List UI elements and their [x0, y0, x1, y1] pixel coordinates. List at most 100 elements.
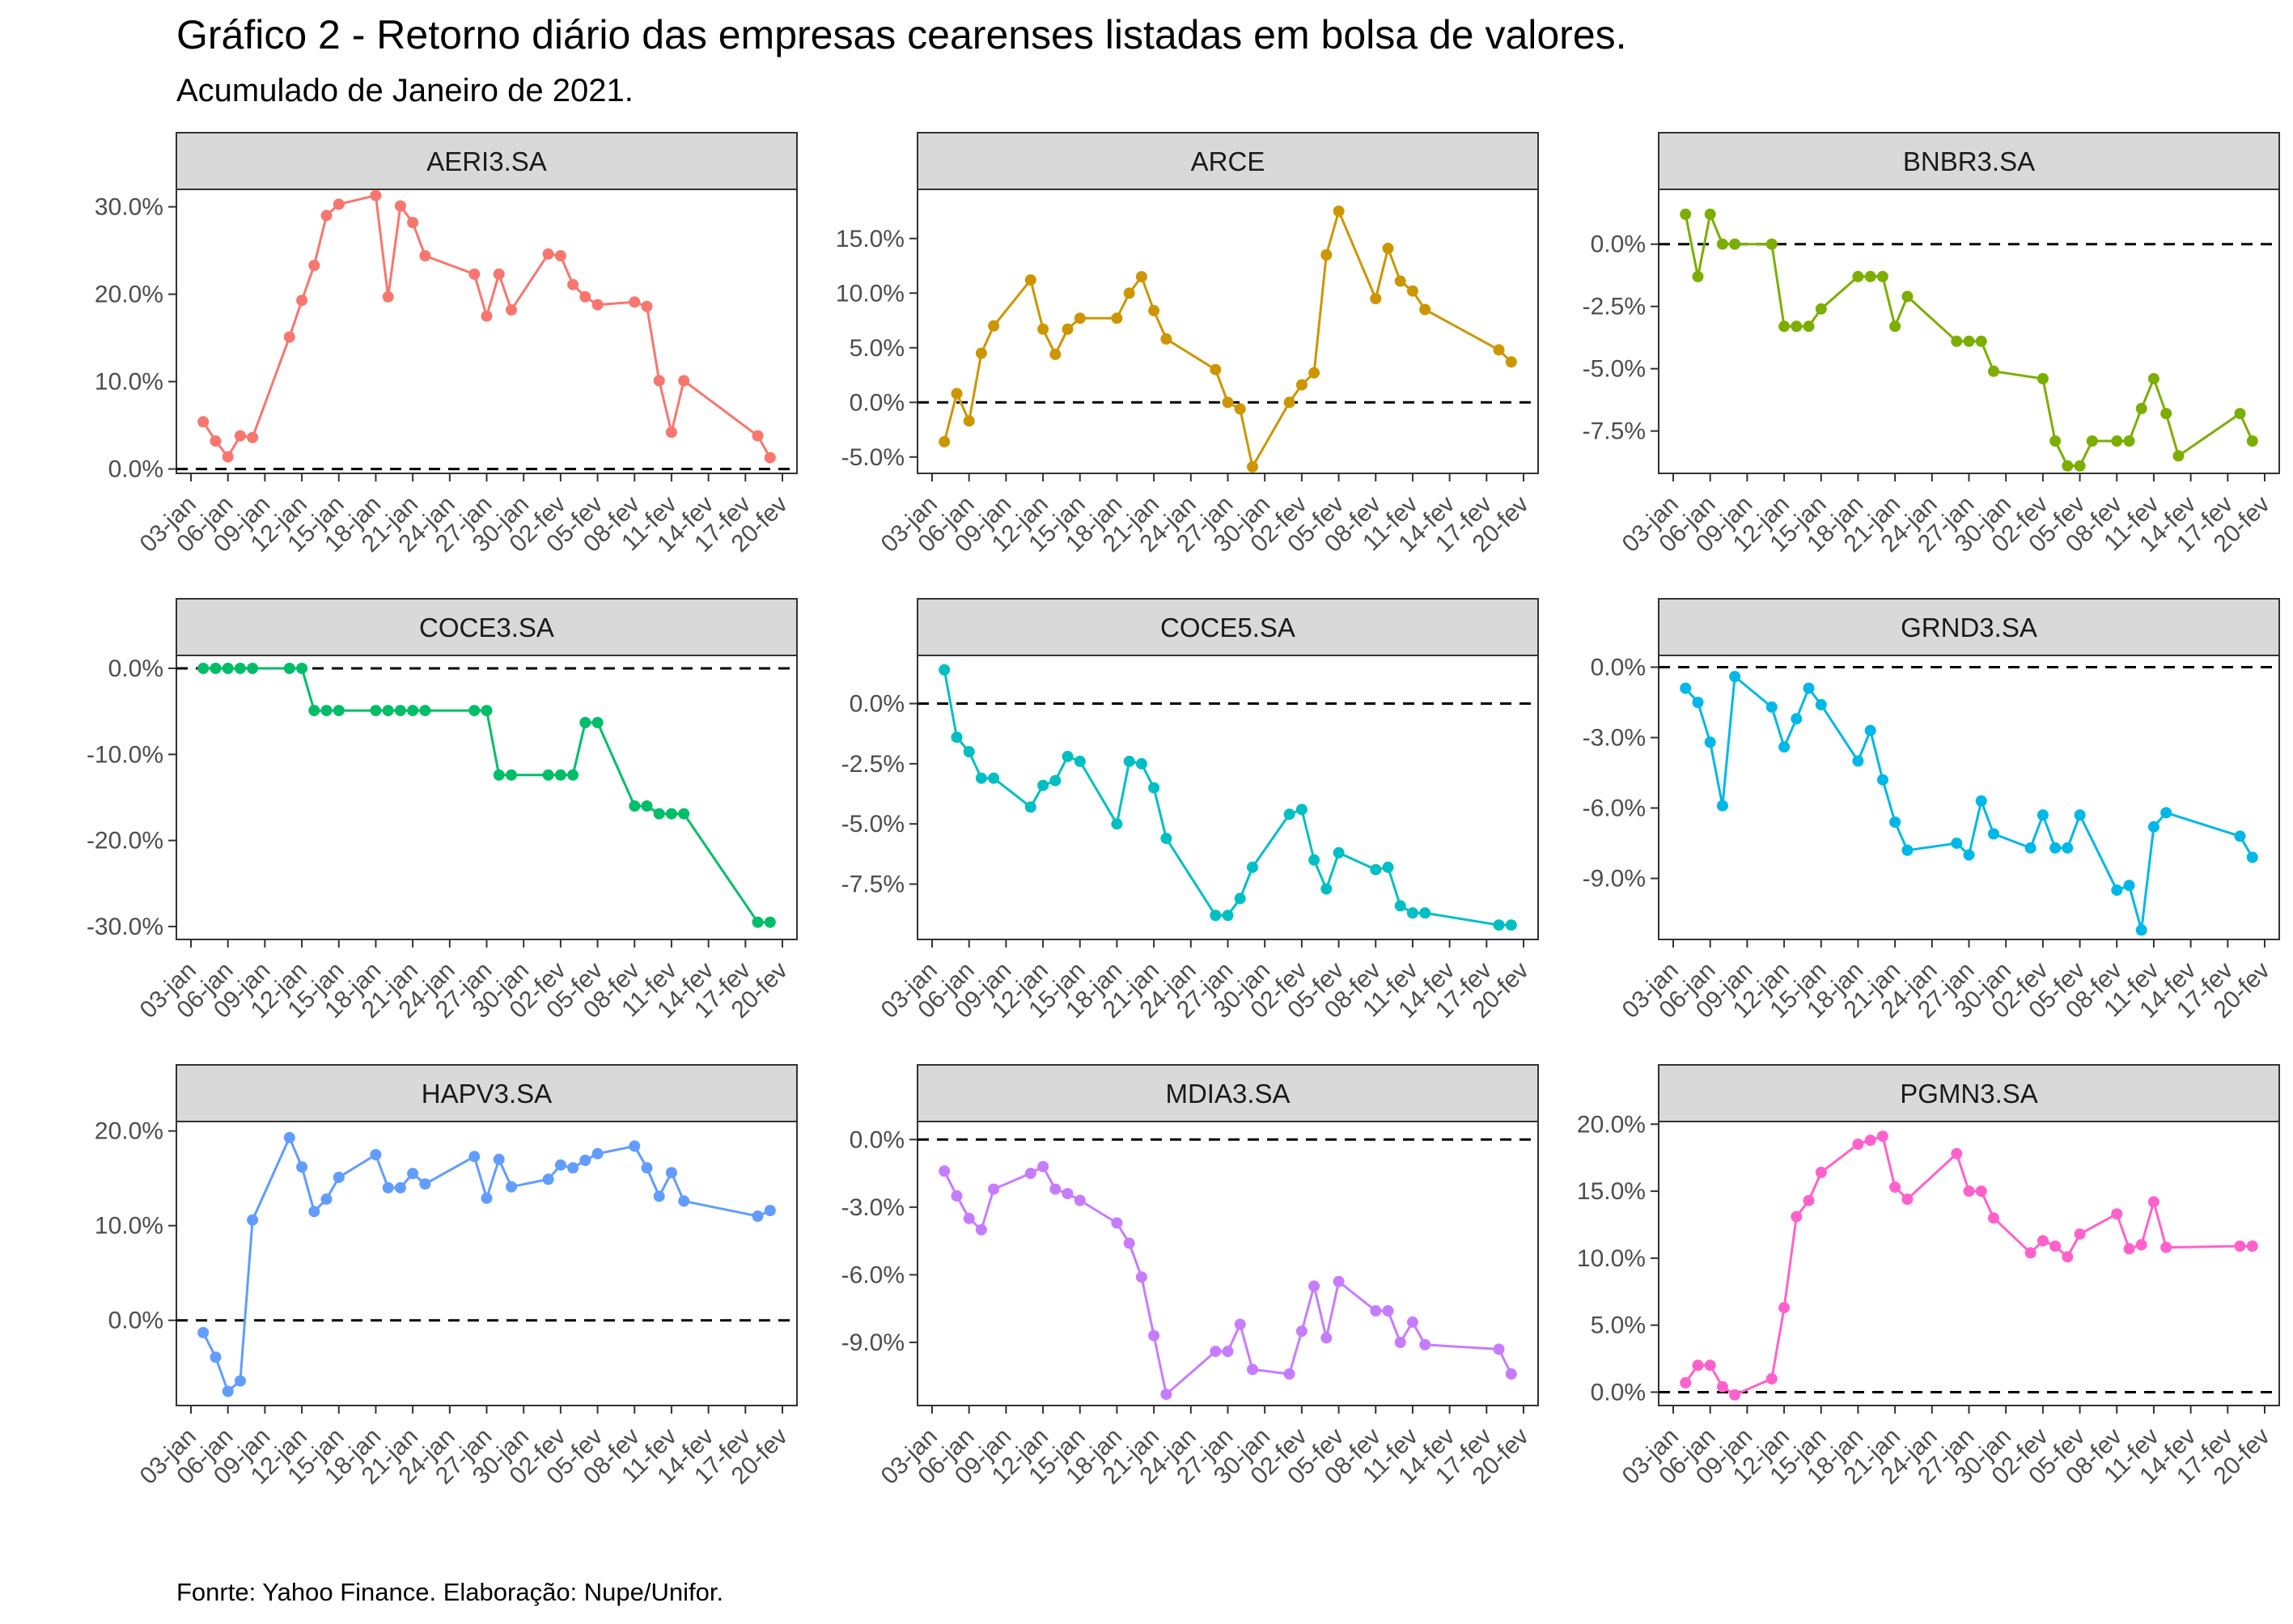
- series-line: [201, 194, 772, 459]
- data-point: [1975, 335, 1987, 347]
- data-point: [222, 1385, 234, 1397]
- data-point: [1975, 795, 1987, 807]
- data-point: [234, 663, 246, 674]
- series-line: [1684, 1134, 2253, 1397]
- data-point: [1791, 320, 1803, 333]
- data-point: [1049, 774, 1062, 787]
- panel-mdia3-sa: MDIA3.SA-9.0%-6.0%-3.0%0.0%03-jan06-jan0…: [841, 1064, 1539, 1490]
- data-point: [554, 1159, 566, 1171]
- y-tick-label: -2.5%: [1583, 294, 1646, 320]
- data-point: [210, 1351, 222, 1363]
- data-point: [1295, 379, 1308, 391]
- panel-coce3-sa: COCE3.SA-30.0%-20.0%-10.0%0.0%03-jan06-j…: [87, 598, 798, 1024]
- y-tick-label: 15.0%: [836, 226, 905, 252]
- data-point: [2111, 884, 2123, 897]
- facet-strip: [917, 598, 1539, 656]
- data-point: [1394, 900, 1406, 912]
- y-tick-label: 0.0%: [850, 389, 905, 416]
- data-point: [493, 769, 505, 781]
- data-point: [1333, 206, 1345, 217]
- data-point: [1123, 755, 1135, 767]
- facet-label: COCE3.SA: [419, 613, 554, 642]
- data-point: [1419, 1338, 1431, 1351]
- data-point: [1222, 1346, 1234, 1358]
- y-tick-label: -9.0%: [1583, 866, 1646, 893]
- data-point: [1963, 849, 1975, 861]
- data-point: [1394, 275, 1406, 287]
- data-point: [1815, 698, 1827, 710]
- y-tick-label: -5.0%: [841, 444, 905, 471]
- data-point: [1160, 1389, 1172, 1401]
- data-point: [629, 296, 641, 308]
- data-point: [963, 746, 975, 757]
- data-point: [1889, 1181, 1901, 1194]
- data-point: [1765, 1372, 1778, 1384]
- data-point: [2111, 435, 2123, 447]
- data-point: [752, 1211, 764, 1222]
- data-point: [764, 916, 776, 928]
- data-point: [1074, 755, 1086, 767]
- data-point: [394, 705, 406, 717]
- data-point: [1988, 365, 1999, 377]
- data-point: [1729, 671, 1741, 683]
- data-point: [1988, 828, 1999, 840]
- data-point: [1729, 238, 1741, 250]
- data-point: [407, 705, 419, 717]
- data-point: [222, 451, 234, 463]
- data-point: [752, 430, 764, 442]
- panel-border: [176, 1121, 798, 1406]
- data-point: [1111, 1217, 1123, 1229]
- data-point: [542, 1173, 554, 1185]
- data-point: [296, 1161, 308, 1173]
- data-point: [939, 664, 951, 676]
- facet-label: AERI3.SA: [426, 146, 547, 176]
- series-line: [943, 669, 1511, 926]
- data-point: [1049, 348, 1062, 360]
- data-point: [1493, 1343, 1505, 1355]
- data-point: [308, 1206, 320, 1218]
- data-point: [975, 772, 987, 784]
- data-point: [2074, 460, 2086, 472]
- data-point: [1765, 701, 1778, 713]
- data-point: [1951, 335, 1963, 347]
- y-tick-label: -7.5%: [841, 871, 905, 898]
- data-point: [1852, 1138, 1864, 1151]
- data-point: [1692, 697, 1704, 708]
- data-point: [1370, 1305, 1382, 1317]
- data-point: [1778, 320, 1791, 333]
- panel-border: [1658, 1121, 2280, 1406]
- data-point: [1222, 910, 1234, 922]
- data-point: [210, 435, 222, 447]
- data-point: [320, 210, 333, 222]
- data-point: [481, 310, 493, 322]
- data-point: [939, 435, 951, 447]
- data-point: [1295, 804, 1308, 816]
- data-point: [493, 268, 505, 280]
- data-point: [197, 1326, 210, 1338]
- y-tick-label: 0.0%: [108, 655, 163, 682]
- data-point: [629, 800, 641, 812]
- data-point: [1123, 287, 1135, 299]
- facet-label: PGMN3.SA: [1900, 1079, 2038, 1109]
- data-point: [320, 1193, 333, 1205]
- data-point: [1320, 249, 1333, 261]
- data-point: [678, 375, 690, 387]
- data-point: [1308, 1280, 1320, 1292]
- y-tick-label: -30.0%: [87, 914, 163, 940]
- data-point: [752, 916, 764, 928]
- data-point: [1803, 1194, 1815, 1206]
- facet-strip: [176, 1064, 798, 1122]
- data-point: [333, 705, 345, 717]
- y-tick-label: 15.0%: [1577, 1178, 1646, 1205]
- data-point: [1394, 1337, 1406, 1348]
- data-point: [308, 705, 320, 717]
- data-point: [370, 705, 382, 717]
- series-line: [943, 210, 1512, 469]
- data-point: [1901, 1194, 1914, 1205]
- data-point: [2147, 820, 2159, 833]
- data-point: [678, 808, 690, 820]
- data-point: [1876, 270, 1888, 282]
- panel-border: [176, 189, 798, 474]
- data-point: [506, 304, 517, 316]
- y-tick-label: -9.0%: [841, 1329, 905, 1356]
